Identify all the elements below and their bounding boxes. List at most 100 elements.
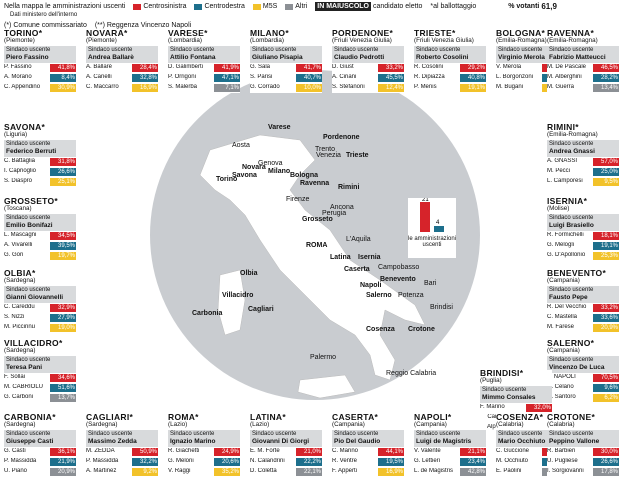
candidate-row: F. Marino 32,0%	[480, 404, 552, 413]
candidate-percent: 32,9%	[50, 304, 76, 313]
candidate-name: P. Menis	[414, 84, 437, 91]
mayor-name: Massimo Zedda	[88, 438, 137, 446]
city-region: (Liguria)	[4, 131, 28, 139]
candidate-row: P. Massidda 21,9%	[4, 458, 76, 467]
map-label: Trieste	[346, 152, 369, 159]
candidate-name: N. Calandrini	[250, 458, 285, 465]
city-card: SALERNO* (Campania) Sindaco uscente Vincenz…	[547, 339, 619, 403]
city-region: (Friuli Venezia Giulia)	[332, 37, 392, 45]
candidate-percent: 45,5%	[378, 74, 404, 83]
map-label: Isernia	[358, 254, 381, 261]
candidate-name: R. Dipiazza	[414, 74, 445, 81]
candidate-percent: 19,1%	[593, 242, 619, 251]
candidate-name: F. Marino	[480, 404, 505, 411]
candidate-percent: 31,8%	[50, 158, 76, 167]
mayor-name: Peppino Vallone	[549, 438, 600, 446]
map-label: Villacidro	[222, 292, 254, 299]
mayor-name: Andrea Ballarè	[88, 54, 134, 62]
candidate-row: R. Formichelli 18,1%	[547, 232, 619, 241]
candidate-percent: 41,8%	[50, 64, 76, 73]
city-name: BENEVENTO*	[547, 268, 607, 278]
mayor-name: Giuliano Pisapia	[252, 54, 303, 62]
candidate-name: R. Giachetti	[168, 448, 200, 455]
candidate-name: G. Gori	[4, 252, 24, 259]
mayor-name: Giuseppe Casti	[6, 438, 54, 446]
map-label: Trento	[315, 146, 335, 153]
candidate-percent: 19,1%	[460, 84, 486, 93]
outgoing-mayor: Sindaco uscente Piero Fassino	[4, 45, 76, 63]
candidate-row: M. Pecci 25,0%	[547, 168, 619, 177]
candidate-percent: 33,2%	[378, 64, 404, 73]
mayor-name: Giovanni Di Giorgi	[252, 438, 310, 446]
candidate-name: M. Guerra	[547, 84, 575, 91]
candidate-percent: 57,0%	[593, 158, 619, 167]
candidate-name: V. Raggi	[168, 468, 191, 475]
mayor-name: Attilio Fontana	[170, 54, 216, 62]
candidate-row: P. Massidda 32,2%	[86, 458, 158, 467]
legend-caps-desc: candidato eletto	[372, 3, 423, 10]
outgoing-label: Sindaco uscente	[252, 430, 297, 437]
candidate-percent: 44,1%	[378, 448, 404, 457]
map-label: ROMA	[306, 242, 328, 249]
outgoing-label: Sindaco uscente	[88, 46, 133, 53]
candidate-name: S. Malerba	[168, 84, 198, 91]
map-label: Novara	[242, 164, 266, 171]
map-label: Latina	[330, 254, 351, 261]
candidate-name: L. Borgonzoni	[496, 74, 534, 81]
mayor-name: Virginio Merola	[498, 54, 545, 62]
city-name: MILANO*	[250, 28, 289, 38]
candidate-row: F. Sollai 34,6%	[4, 374, 76, 383]
candidate-name: I. Caprioglio	[4, 168, 37, 175]
city-name: VARESE*	[168, 28, 208, 38]
outgoing-mayor: Sindaco uscente Fabrizio Matteucci	[547, 45, 619, 63]
outgoing-label: Sindaco uscente	[549, 46, 594, 53]
candidate-row: A. Vivarelli 39,5%	[4, 242, 76, 251]
candidate-percent: 27,9%	[50, 314, 76, 323]
map-label: Cagliari	[248, 306, 274, 313]
mayor-name: Teresa Pani	[6, 364, 43, 372]
map-label: Bari	[424, 280, 437, 287]
outgoing-label: Sindaco uscente	[6, 356, 51, 363]
candidate-row: C. Marino 44,1%	[332, 448, 404, 457]
voters-value: 61,9	[541, 2, 557, 11]
city-name: OLBIA*	[4, 268, 36, 278]
candidate-percent: 13,7%	[50, 394, 76, 403]
legend-label: Centrosinistra	[143, 3, 187, 10]
map-label: Perugia	[322, 210, 347, 217]
map-label: Brindisi	[430, 304, 453, 311]
candidate-name: M. Occhiuto	[496, 458, 529, 465]
mayor-name: Mimmo Consales	[482, 394, 536, 402]
candidate-percent: 7,1%	[214, 84, 240, 93]
mayor-name: Ignazio Marino	[170, 438, 216, 446]
candidate-name: L. de Magistris	[414, 468, 454, 475]
outgoing-label: Sindaco uscente	[170, 430, 215, 437]
candidate-percent: 30,9%	[50, 84, 76, 93]
map-label: Campobasso	[378, 264, 420, 271]
city-name: TORINO*	[4, 28, 43, 38]
candidate-percent: 9,6%	[593, 384, 619, 393]
city-region: (Emilia-Romagna)	[547, 37, 598, 45]
map-label: Olbia	[240, 270, 258, 277]
candidate-name: S. Diaspro	[4, 178, 33, 185]
mayor-name: Fabrizio Matteucci	[549, 54, 606, 62]
map-label: L'Aquila	[346, 236, 371, 243]
candidate-name: S. Nizzi	[4, 314, 25, 321]
candidate-name: R. Formichelli	[547, 232, 584, 239]
outgoing-mayor: Sindaco uscente Gianni Giovannelli	[4, 285, 76, 303]
candidate-name: A. Ballarè	[86, 64, 113, 71]
city-region: (Lombardia)	[168, 37, 202, 45]
mayor-name: Claudio Pedrotti	[334, 54, 385, 62]
city-name: COSENZA*	[496, 412, 544, 422]
candidate-percent: 10,0%	[296, 84, 322, 93]
city-name: CARBONIA*	[4, 412, 56, 422]
candidate-row: D. Santoro 6,2%	[547, 394, 619, 403]
candidate-name: G. Lettieri	[414, 458, 441, 465]
legend-caps: IN MAIUSCOLO	[315, 2, 372, 11]
city-card: GROSSETO* (Toscana) Sindaco uscente Emilio …	[4, 197, 76, 261]
mayor-name: Roberto Cosolini	[416, 54, 469, 62]
city-region: (Campania)	[547, 277, 580, 285]
candidate-percent: 9,2%	[132, 468, 158, 477]
outgoing-mayor: Sindaco uscente Luigi Brasiello	[547, 213, 619, 231]
legend-swatch	[194, 3, 203, 10]
candidate-name: S. Parisi	[250, 74, 273, 81]
